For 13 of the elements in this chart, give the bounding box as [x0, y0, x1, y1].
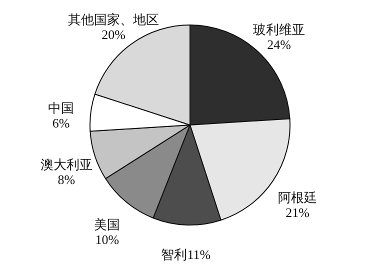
data-label: 24%: [267, 37, 292, 52]
slice-label: 智利11%: [161, 246, 211, 262]
slice-label: 澳大利亚: [40, 157, 92, 172]
data-label: 8%: [58, 172, 76, 188]
data-label: 21%: [286, 205, 310, 220]
data-label: 10%: [95, 232, 120, 248]
data-label: 6%: [52, 116, 70, 131]
slice-label: 其他国家、地区: [68, 12, 160, 27]
slice-label: 阿根廷: [278, 190, 318, 206]
slice-label: 玻利维亚: [252, 22, 305, 38]
data-label: 20%: [102, 26, 126, 42]
slice-label: 美国: [94, 217, 120, 232]
slice-label: 中国: [48, 100, 74, 116]
